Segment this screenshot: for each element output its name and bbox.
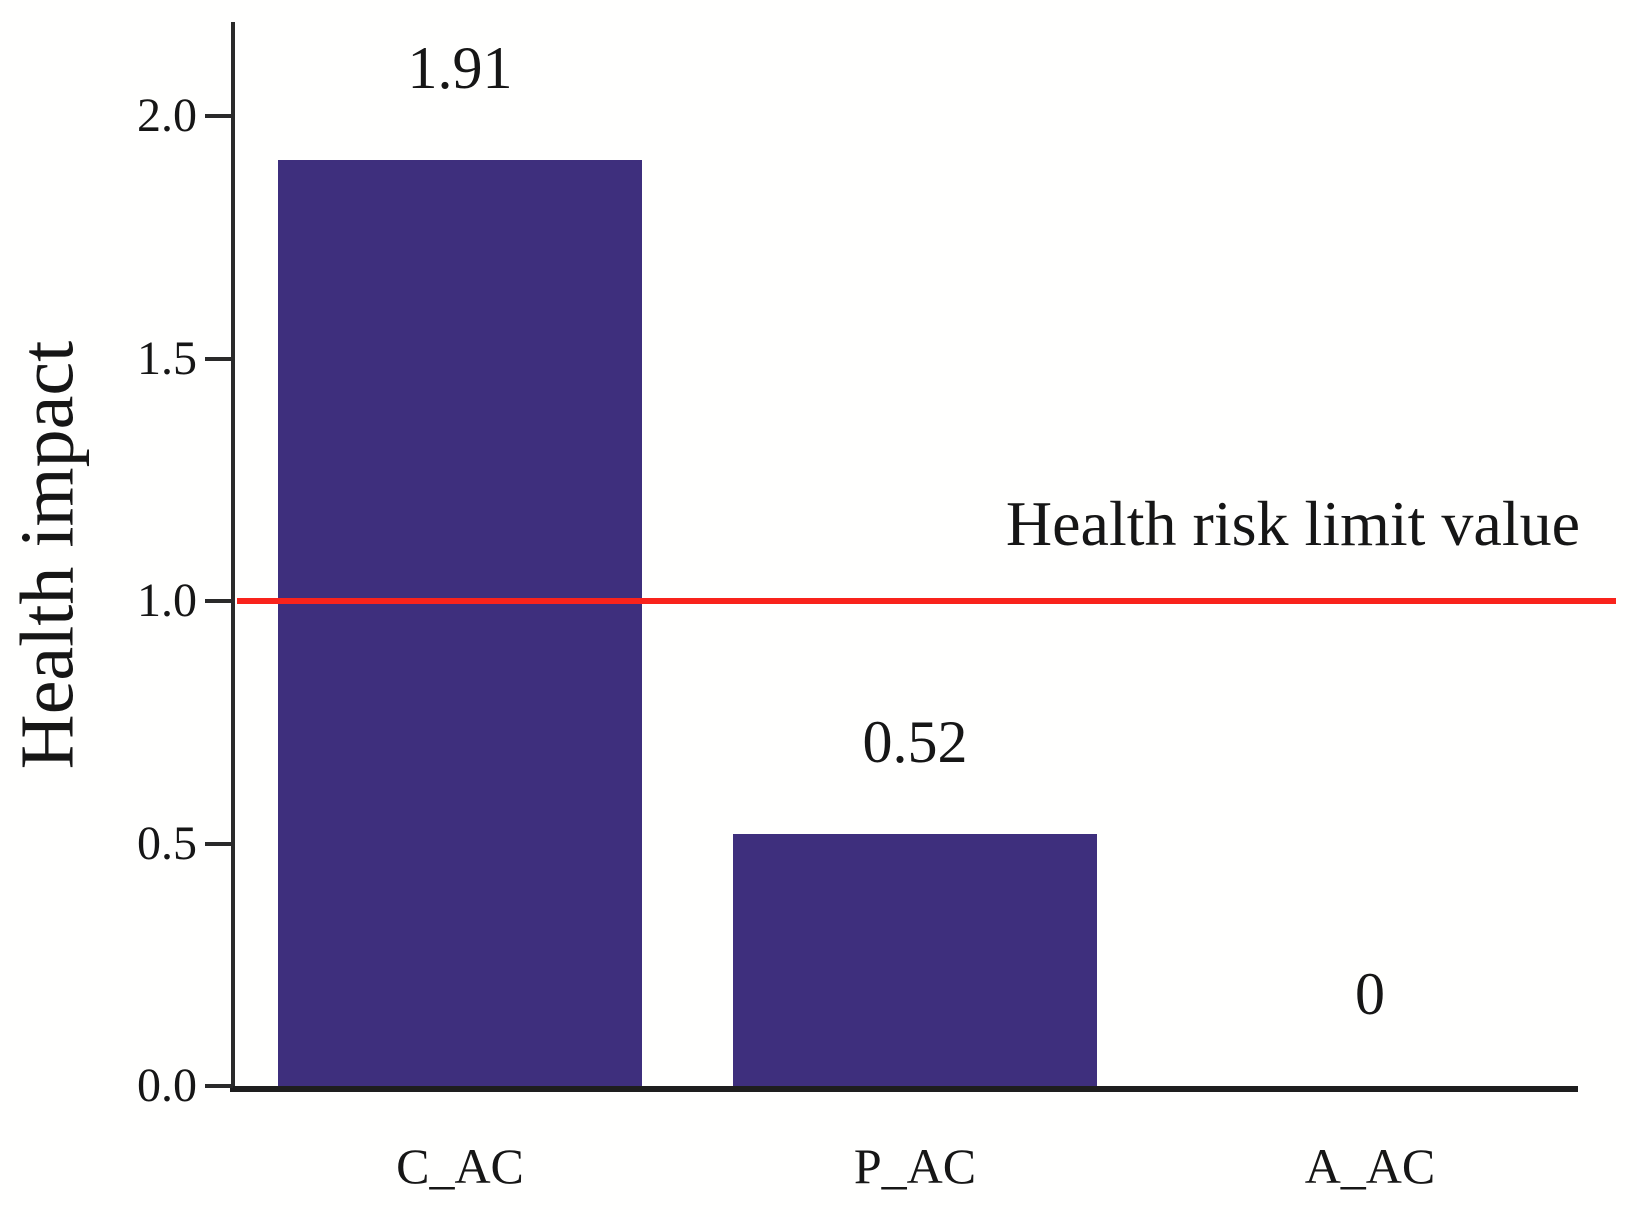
- y-tick: [205, 114, 233, 118]
- category-label-C_AC: C_AC: [396, 1138, 524, 1194]
- y-tick-label: 0.5: [137, 816, 197, 870]
- y-tick-label: 1.5: [137, 331, 197, 385]
- reference-line-label: Health risk limit value: [1005, 488, 1580, 559]
- y-tick: [205, 356, 233, 361]
- category-label-A_AC: A_AC: [1304, 1138, 1436, 1194]
- bar-value-label-P_AC: 0.52: [862, 708, 968, 775]
- y-tick: [205, 1084, 233, 1088]
- y-tick-label: 1.0: [137, 574, 197, 627]
- bar-C_AC: [278, 159, 642, 1086]
- y-tick-label: 2.0: [137, 89, 197, 142]
- category-label-P_AC: P_AC: [853, 1138, 977, 1194]
- y-tick: [205, 599, 233, 603]
- y-tick-label: 0.0: [137, 1059, 197, 1112]
- reference-line: [237, 598, 1616, 604]
- y-tick: [205, 841, 233, 846]
- bar-value-label-A_AC: 0: [1355, 961, 1385, 1027]
- x-axis-line: [230, 1086, 1578, 1092]
- y-axis-title: Health impact: [5, 340, 90, 770]
- y-axis-line: [231, 22, 235, 1088]
- bar-value-label-C_AC: 1.91: [407, 34, 513, 101]
- bar-P_AC: [733, 833, 1097, 1086]
